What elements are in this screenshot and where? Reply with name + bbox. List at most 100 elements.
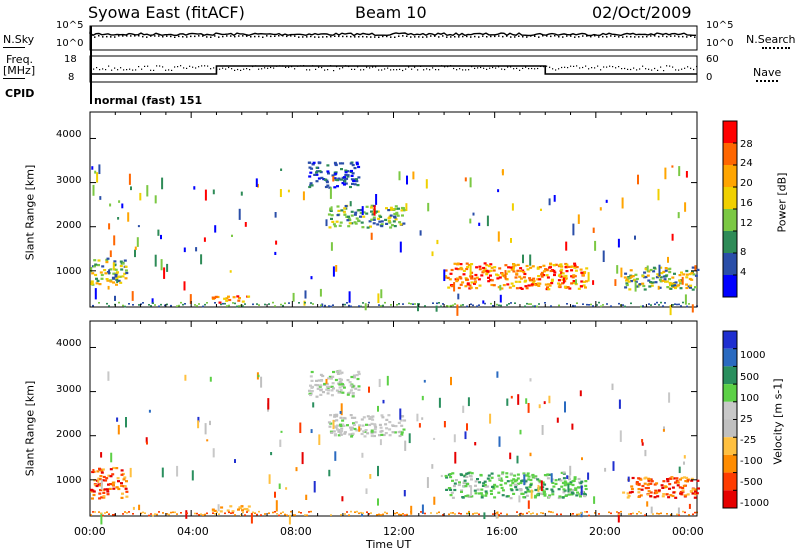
velocity-cell [327, 389, 331, 392]
velocity-cell [317, 379, 321, 382]
power-cell [573, 264, 577, 267]
power-cell [347, 225, 351, 228]
power-scatter-cell [280, 168, 283, 171]
nave-point [279, 65, 281, 67]
power-cell [510, 282, 514, 285]
nsearch-point [502, 35, 504, 38]
velocity-cell [469, 475, 473, 478]
velocity-cell [637, 491, 641, 494]
power-scatter-cell [108, 269, 111, 275]
velocity-cell [316, 384, 320, 387]
power-scatter-cell [329, 187, 332, 199]
power-scatter-cell [453, 282, 456, 292]
power-cell [625, 283, 629, 287]
nsearch-point [354, 36, 356, 38]
power-cell [344, 171, 348, 174]
velocity-cell [511, 482, 515, 485]
velocity-cell [684, 480, 688, 483]
velocity-scatter-cell [340, 403, 343, 416]
power-cell [396, 214, 400, 217]
power-cell [689, 284, 693, 287]
power-cell [651, 277, 655, 280]
velocity-cell [558, 495, 562, 498]
power-cell [354, 222, 358, 225]
power-cell [554, 263, 558, 266]
power-cell [470, 263, 474, 266]
velocity-cell [327, 421, 331, 424]
velocity-cell [213, 509, 217, 512]
velocity-scatter-cell [197, 420, 200, 429]
velocity-cell [570, 491, 574, 494]
power-cell [372, 218, 376, 221]
power-scatter-cell [139, 192, 142, 201]
nsearch-point [566, 35, 568, 37]
velocity-cell [465, 475, 469, 478]
velocity-cell [101, 468, 105, 471]
velocity-cell [349, 426, 352, 429]
power-near-range-cell [222, 302, 224, 305]
velocity-near-range-cell [586, 511, 588, 513]
power-scatter-cell [497, 189, 500, 193]
velocity-cell [686, 479, 690, 482]
velocity-near-range-cell [598, 513, 600, 515]
nsearch-point [158, 35, 160, 37]
velocity-scatter-cell [580, 485, 583, 496]
power-scatter-cell [98, 164, 101, 175]
velocity-cell [106, 493, 110, 496]
nave-point [276, 65, 278, 67]
velocity-cell [534, 475, 538, 478]
power-near-range-cell [106, 302, 108, 305]
nave-point [567, 67, 569, 69]
power-near-range-cell [232, 302, 234, 304]
power-cell [685, 276, 689, 279]
power-cell [121, 262, 125, 265]
velocity-cell [529, 482, 533, 485]
velocity-cell [499, 483, 503, 486]
velocity-near-range-cell [232, 512, 234, 514]
power-near-range-cell [514, 302, 516, 304]
velocity-cell [500, 486, 504, 489]
velocity-near-range-cell [472, 513, 474, 515]
velocity-near-range-cell [150, 513, 152, 515]
velocity-cell [662, 493, 666, 496]
power-cell [395, 213, 399, 216]
velocity-cell [522, 496, 526, 499]
velocity-cell [485, 492, 489, 495]
velocity-cell [545, 487, 549, 491]
power-cell [518, 275, 522, 278]
velocity-cell [694, 490, 697, 493]
power-near-range-cell [544, 302, 546, 304]
power-cell [485, 269, 489, 272]
power-cell [459, 277, 463, 280]
nave-point [150, 69, 152, 71]
velocity-cell [329, 414, 333, 417]
power-scatter-cell [469, 177, 472, 188]
velocity-scatter-cell [617, 512, 620, 523]
power-cell [216, 295, 220, 299]
power-cell [512, 270, 516, 273]
velocity-cell [98, 467, 101, 470]
nsearch-point [402, 35, 404, 37]
power-cell [674, 286, 677, 290]
nsearch-point [246, 35, 248, 37]
power-cell [519, 277, 523, 280]
velocity-cell [693, 488, 697, 491]
velocity-cell [387, 414, 391, 417]
velocity-cell [382, 433, 386, 437]
velocity-near-range-cell [572, 513, 574, 515]
power-cell [512, 265, 516, 268]
velocity-cell [371, 415, 375, 418]
power-scatter-cell [304, 290, 307, 299]
power-cell [487, 280, 491, 283]
power-cell [669, 287, 673, 290]
power-cell [344, 169, 348, 172]
velocity-cell [245, 508, 249, 511]
nave-point [624, 67, 626, 70]
power-cell [119, 281, 123, 284]
power-cell [674, 281, 678, 284]
power-scatter-cell [163, 267, 166, 279]
velocity-cell [554, 479, 558, 482]
power-scatter-cell [94, 288, 97, 300]
nave-point [570, 65, 572, 67]
power-cell [114, 268, 118, 271]
